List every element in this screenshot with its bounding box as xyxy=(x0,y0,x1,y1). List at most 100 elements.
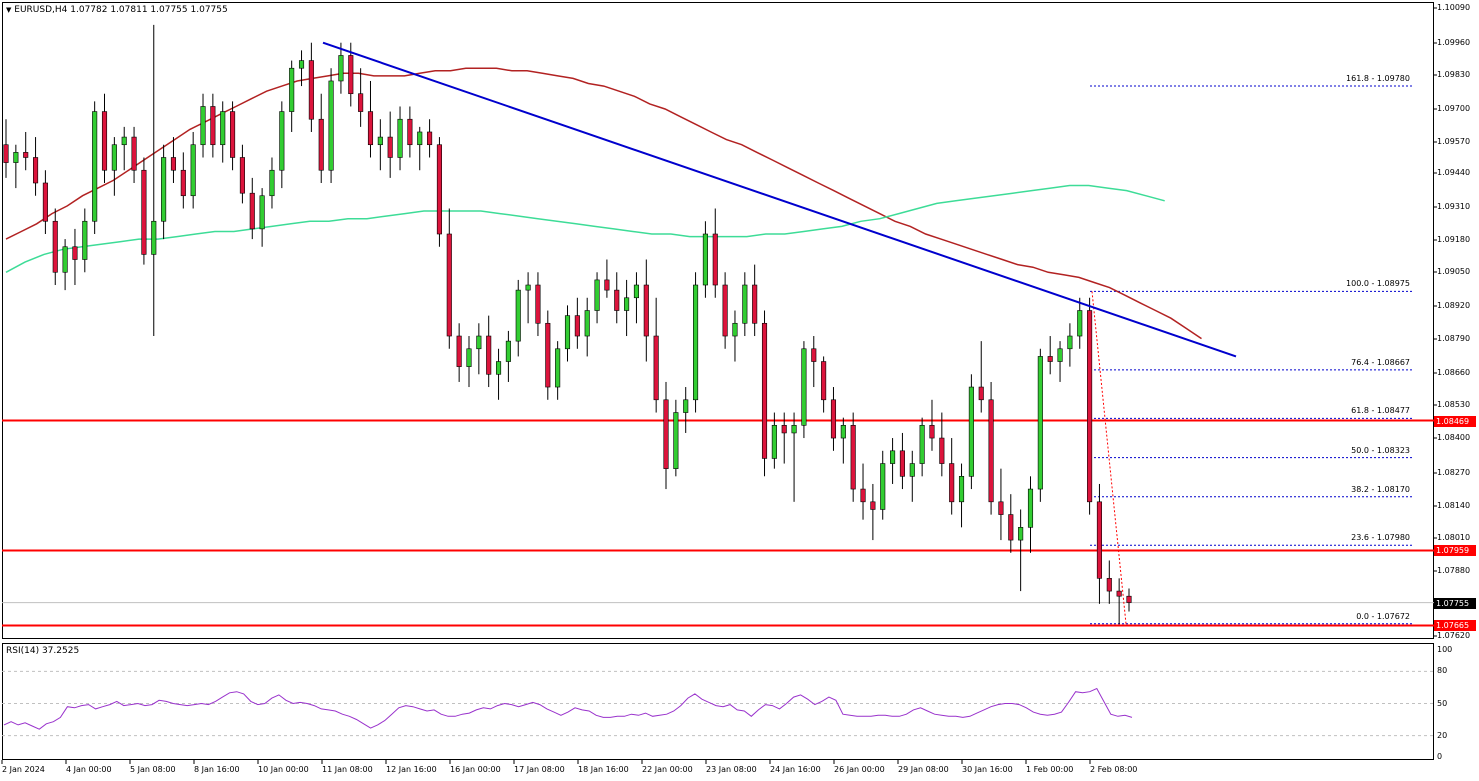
candle-body xyxy=(712,233,718,286)
fibonacci-level-label: 76.4 - 1.08667 xyxy=(1351,357,1410,367)
time-axis-tick: 16 Jan 00:00 xyxy=(450,765,501,774)
candle-body xyxy=(308,60,314,120)
candle-body xyxy=(545,322,551,388)
candle-body xyxy=(968,386,974,477)
fibonacci-level-label: 38.2 - 1.08170 xyxy=(1351,484,1410,494)
candle-body xyxy=(1067,335,1073,350)
candle-body xyxy=(62,246,68,273)
candle-body xyxy=(279,111,285,171)
time-axis-tick: 11 Jan 08:00 xyxy=(322,765,373,774)
time-axis-tick: 29 Jan 08:00 xyxy=(898,765,949,774)
candle-body xyxy=(1057,348,1063,362)
candle-body xyxy=(151,220,157,255)
ohlc-values: 1.07782 1.07811 1.07755 1.07755 xyxy=(70,5,228,15)
candle-body xyxy=(505,340,511,362)
candle-body xyxy=(82,220,88,260)
candle-body xyxy=(1106,578,1112,592)
fibonacci-level-label: 161.8 - 1.09780 xyxy=(1346,74,1410,83)
candle-body xyxy=(988,399,994,503)
candle-body xyxy=(1047,356,1053,362)
time-axis-tick: 17 Jan 08:00 xyxy=(514,765,565,774)
candle-body xyxy=(919,424,925,464)
price-scale-tick: 1.08010 xyxy=(1437,533,1471,542)
candle-body xyxy=(850,424,856,490)
candle-body xyxy=(92,111,98,222)
candle-body xyxy=(653,335,659,401)
candle-body xyxy=(23,152,29,158)
candle-body xyxy=(949,463,955,503)
candle-body xyxy=(131,136,137,171)
chart-header: ▼ EURUSD,H4 1.07782 1.07811 1.07755 1.07… xyxy=(6,5,228,15)
price-scale-tick: 1.07620 xyxy=(1437,631,1471,640)
candle-body xyxy=(338,55,344,82)
rsi-line xyxy=(3,687,1133,730)
collapse-arrow-icon[interactable]: ▼ xyxy=(6,6,12,14)
candle-body xyxy=(456,335,462,367)
candle-body xyxy=(1116,590,1122,597)
fibonacci-level-label: 23.6 - 1.07980 xyxy=(1351,533,1410,543)
candle-body xyxy=(604,279,610,291)
candle-body xyxy=(722,284,728,337)
fibonacci-level-label: 61.8 - 1.08477 xyxy=(1351,406,1410,416)
candle-body xyxy=(693,284,699,401)
rsi-scale-tick: 100 xyxy=(1437,645,1453,654)
candle-body xyxy=(801,348,807,426)
candle-body xyxy=(535,284,541,324)
current-price-tag: 1.07755 xyxy=(1434,598,1476,609)
fibonacci-level-label: 0.0 - 1.07672 xyxy=(1356,611,1410,621)
candle-body xyxy=(377,136,383,146)
candle-body xyxy=(811,348,817,362)
support-price-tag: 1.07959 xyxy=(1434,545,1476,556)
candle-body xyxy=(880,463,886,510)
candle-body xyxy=(909,463,915,477)
candle-body xyxy=(752,284,758,324)
candle-body xyxy=(466,348,472,367)
candle-body xyxy=(367,111,374,146)
price-chart-panel[interactable] xyxy=(2,2,1434,639)
low-price-tag: 1.07665 xyxy=(1434,620,1476,631)
candle-body xyxy=(1096,501,1102,579)
time-axis-tick: 22 Jan 00:00 xyxy=(642,765,693,774)
fibonacci-level-label: 100.0 - 1.08975 xyxy=(1346,279,1410,289)
candle-body xyxy=(929,424,935,439)
candle-body xyxy=(890,450,896,464)
candle-body xyxy=(3,144,9,163)
candle-body xyxy=(249,192,255,230)
price-scale-tick: 1.08140 xyxy=(1437,501,1471,510)
ma-slow-line xyxy=(5,184,1165,273)
time-axis-tick: 23 Jan 08:00 xyxy=(706,765,757,774)
candle-body xyxy=(1008,514,1014,541)
candle-body xyxy=(495,361,502,375)
price-scale-tick: 1.09440 xyxy=(1437,168,1471,177)
candle-body xyxy=(830,399,837,439)
candle-body xyxy=(111,144,117,171)
rsi-indicator-panel[interactable] xyxy=(2,643,1434,760)
candle-body xyxy=(1027,488,1034,528)
price-scale-tick: 1.09700 xyxy=(1437,104,1471,113)
candle-body xyxy=(230,111,236,158)
price-scale-tick: 1.09310 xyxy=(1437,202,1471,211)
candle-body xyxy=(13,152,19,163)
time-axis-tick: 10 Jan 00:00 xyxy=(258,765,309,774)
time-axis-tick: 2 Feb 08:00 xyxy=(1090,765,1138,774)
candle-body xyxy=(486,335,492,375)
candle-body xyxy=(594,279,600,311)
candle-body xyxy=(476,335,482,350)
price-scale-tick: 1.09960 xyxy=(1437,38,1471,47)
candle-body xyxy=(761,322,768,459)
time-axis-tick: 12 Jan 16:00 xyxy=(386,765,437,774)
candle-body xyxy=(427,131,433,146)
candle-body xyxy=(1126,595,1132,603)
price-scale-tick: 1.08790 xyxy=(1437,334,1471,343)
candle-body xyxy=(574,315,580,337)
price-scale-tick: 1.09180 xyxy=(1437,235,1471,244)
candle-body xyxy=(614,289,620,311)
time-axis-tick: 1 Feb 00:00 xyxy=(1026,765,1074,774)
candle-body xyxy=(515,289,521,342)
candle-body xyxy=(584,310,590,337)
rsi-scale-tick: 20 xyxy=(1437,730,1448,740)
candle-body xyxy=(781,424,787,434)
candle-body xyxy=(564,315,571,350)
candle-body xyxy=(289,67,295,112)
